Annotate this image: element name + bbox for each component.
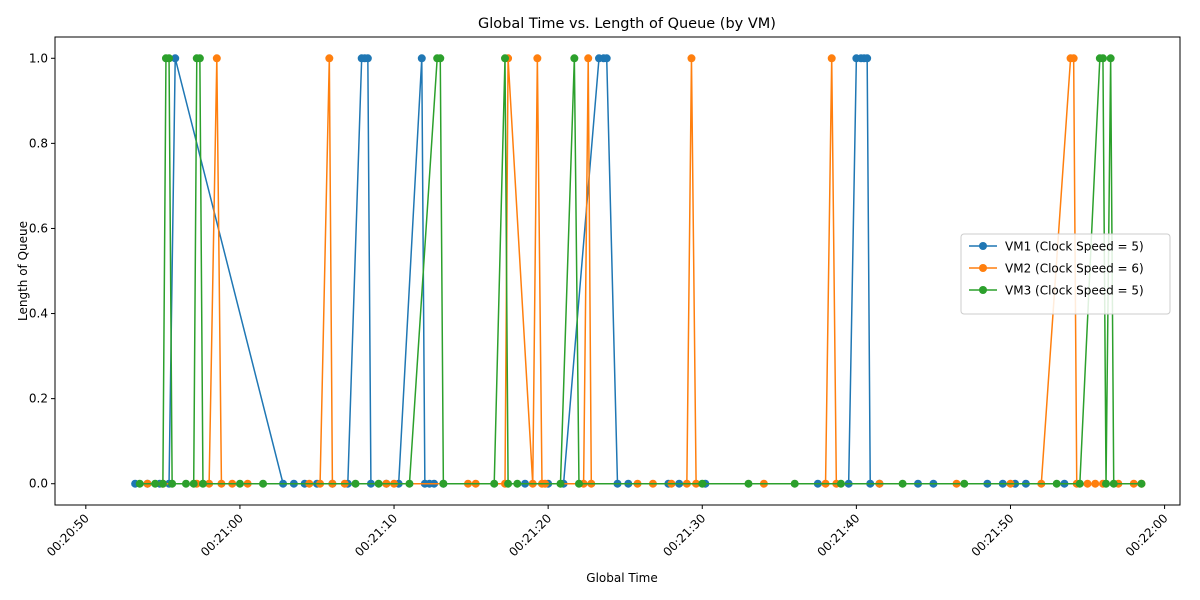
data-point	[325, 54, 334, 63]
series-vm3	[135, 54, 1146, 488]
data-point	[556, 479, 565, 488]
y-tick-label: 0.4	[29, 307, 48, 321]
data-point	[1069, 54, 1078, 63]
data-point	[698, 479, 707, 488]
data-point	[1102, 479, 1111, 488]
data-point	[504, 479, 513, 488]
data-point	[1106, 54, 1115, 63]
legend-marker	[979, 286, 987, 294]
data-point	[1083, 479, 1092, 488]
data-point	[1075, 479, 1084, 488]
y-axis: 0.0 0.2 0.4 0.6 0.8 1.0	[29, 51, 55, 491]
x-axis-label: Global Time	[586, 571, 657, 585]
data-point	[351, 479, 360, 488]
data-point	[195, 54, 204, 63]
data-point	[158, 479, 167, 488]
legend-item-vm3: VM3 (Clock Speed = 5)	[969, 284, 1144, 298]
data-point	[151, 479, 160, 488]
data-point	[863, 54, 872, 63]
data-point	[1052, 479, 1061, 488]
data-point	[1137, 479, 1146, 488]
legend-marker	[979, 242, 987, 250]
data-point	[960, 479, 969, 488]
legend-item-vm1: VM1 (Clock Speed = 5)	[969, 240, 1144, 254]
data-point	[235, 479, 244, 488]
data-point	[212, 54, 221, 63]
data-point	[836, 479, 845, 488]
legend-label: VM3 (Clock Speed = 5)	[1005, 284, 1144, 298]
chart-title: Global Time vs. Length of Queue (by VM)	[478, 16, 776, 32]
legend-marker	[979, 264, 987, 272]
data-point	[584, 54, 593, 63]
data-point	[827, 54, 836, 63]
y-tick-label: 0.0	[29, 477, 48, 491]
y-tick-label: 0.6	[29, 221, 48, 235]
data-point	[687, 54, 696, 63]
data-point	[533, 54, 542, 63]
data-point	[168, 479, 177, 488]
data-point	[198, 479, 207, 488]
data-point	[363, 54, 372, 63]
legend: VM1 (Clock Speed = 5) VM2 (Clock Speed = …	[960, 233, 1171, 315]
data-point	[898, 479, 907, 488]
data-point	[574, 479, 583, 488]
data-point	[1109, 479, 1118, 488]
data-point	[602, 54, 611, 63]
y-tick-label: 0.2	[29, 392, 48, 406]
series-layer	[131, 54, 1146, 488]
data-point	[1091, 479, 1100, 488]
data-point	[501, 54, 509, 63]
data-point	[181, 479, 190, 488]
data-point	[171, 54, 180, 63]
legend-item-vm2: VM2 (Clock Speed = 6)	[969, 262, 1144, 276]
data-point	[490, 479, 499, 488]
y-tick-label: 0.8	[29, 136, 48, 150]
y-tick-label: 1.0	[29, 51, 48, 65]
legend-box	[960, 233, 1171, 315]
data-point	[744, 479, 753, 488]
data-point	[790, 479, 799, 488]
data-point	[570, 54, 579, 63]
data-point	[165, 54, 174, 63]
data-point	[439, 479, 448, 488]
y-axis-label: Length of Queue	[16, 221, 30, 321]
data-point	[405, 479, 414, 488]
data-point	[436, 54, 445, 63]
data-point	[513, 479, 522, 488]
data-point	[135, 479, 144, 488]
data-point	[259, 479, 268, 488]
data-point	[1098, 54, 1107, 63]
data-point	[374, 479, 383, 488]
legend-label: VM1 (Clock Speed = 5)	[1005, 240, 1144, 254]
data-point	[417, 54, 426, 63]
legend-label: VM2 (Clock Speed = 6)	[1005, 262, 1144, 276]
data-point	[189, 479, 198, 488]
